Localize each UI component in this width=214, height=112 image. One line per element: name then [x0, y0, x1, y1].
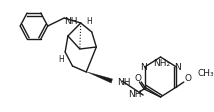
Text: N: N — [174, 63, 181, 72]
Text: NH: NH — [64, 17, 78, 26]
Polygon shape — [86, 72, 113, 83]
Text: NH: NH — [117, 78, 131, 87]
Text: O: O — [185, 74, 192, 83]
Text: H: H — [86, 17, 92, 26]
Text: N: N — [140, 63, 147, 72]
Text: CH₃: CH₃ — [198, 69, 214, 78]
Text: NH: NH — [128, 90, 142, 99]
Text: NH₂: NH₂ — [153, 59, 170, 68]
Text: O: O — [134, 74, 141, 83]
Text: H: H — [59, 55, 64, 64]
